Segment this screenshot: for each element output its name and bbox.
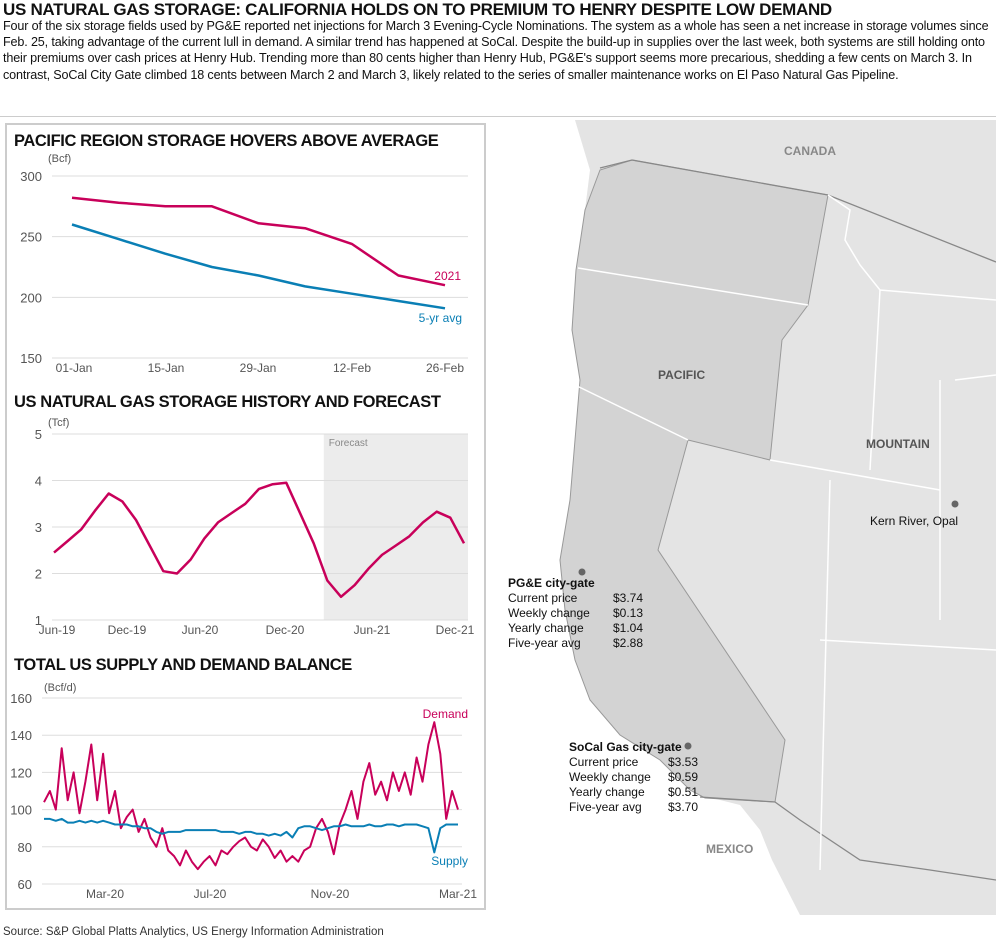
chart3-title: TOTAL US SUPPLY AND DEMAND BALANCE	[14, 656, 352, 674]
pge-price-box: PG&E city-gate Current price $3.74 Weekly…	[508, 576, 643, 651]
divider	[0, 116, 996, 117]
socal-dot	[684, 742, 692, 750]
label-mountain: MOUNTAIN	[866, 437, 930, 451]
label-kern-river: Kern River, Opal	[870, 514, 959, 528]
y-tick-label: 250	[20, 230, 42, 245]
socal-row: Current price $3.53	[569, 755, 698, 769]
y-tick-label: 1	[35, 613, 42, 628]
pge-row: Current price $3.74	[508, 591, 643, 605]
x-tick-label: 12-Feb	[333, 361, 371, 375]
x-tick-label: Mar-20	[86, 887, 124, 901]
y-axis-unit: (Bcf)	[48, 153, 71, 165]
series-line-5-yr-avg	[71, 223, 446, 310]
mexico-border	[699, 796, 996, 881]
page-title: US NATURAL GAS STORAGE: CALIFORNIA HOLDS…	[3, 0, 832, 19]
y-tick-label: 160	[10, 691, 32, 706]
source-note: Source: S&P Global Platts Analytics, US …	[3, 926, 384, 938]
socal-row: Five-year avg $3.70	[569, 800, 698, 814]
y-axis-unit: (Tcf)	[48, 417, 69, 429]
chart2-title: US NATURAL GAS STORAGE HISTORY AND FOREC…	[14, 393, 441, 411]
series-line-2021	[71, 196, 446, 287]
socal-row: Yearly change $0.51	[569, 785, 698, 799]
y-axis-unit: (Bcf/d)	[44, 682, 76, 694]
series-label-demand: Demand	[423, 707, 468, 721]
series-line-supply	[44, 817, 458, 854]
y-tick-label: 3	[35, 520, 42, 535]
x-tick-label: 26-Feb	[426, 361, 464, 375]
y-tick-label: 2	[35, 567, 42, 582]
series-label-5yr-avg: 5-yr avg	[419, 311, 462, 325]
y-tick-label: 150	[20, 351, 42, 366]
pge-dot	[578, 568, 586, 576]
label-mexico: MEXICO	[706, 842, 754, 856]
socal-title: SoCal Gas city-gate	[569, 740, 682, 754]
pge-row: Weekly change $0.13	[508, 606, 643, 620]
series-label-2021: 2021	[434, 269, 461, 283]
kern-river-dot	[951, 500, 959, 508]
x-tick-label: Jun-21	[354, 623, 391, 637]
series-label-supply: Supply	[431, 854, 468, 868]
y-tick-label: 120	[10, 765, 32, 780]
x-tick-label: Dec-21	[436, 623, 475, 637]
x-tick-label: Mar-21	[439, 887, 477, 901]
y-tick-label: 200	[20, 290, 42, 305]
series-line-demand	[43, 721, 459, 871]
pge-title: PG&E city-gate	[508, 576, 595, 590]
y-tick-label: 100	[10, 803, 32, 818]
y-tick-label: 4	[35, 474, 42, 489]
state-lines	[574, 194, 996, 871]
canada-border	[599, 159, 996, 263]
chart1-title: PACIFIC REGION STORAGE HOVERS ABOVE AVER…	[14, 132, 439, 150]
series-line-storage	[53, 481, 466, 599]
x-tick-label: Dec-19	[108, 623, 147, 637]
socal-row: Weekly change $0.59	[569, 770, 698, 784]
label-pacific: PACIFIC	[658, 368, 706, 382]
y-tick-label: 5	[35, 427, 42, 442]
pge-row: Yearly change $1.04	[508, 621, 643, 635]
forecast-label: Forecast	[329, 438, 368, 449]
x-tick-label: Jul-20	[194, 887, 227, 901]
region-map	[490, 120, 996, 915]
x-tick-label: 15-Jan	[148, 361, 185, 375]
x-tick-label: Dec-20	[266, 623, 305, 637]
y-tick-label: 60	[18, 877, 32, 892]
y-tick-label: 140	[10, 728, 32, 743]
intro-paragraph: Four of the six storage fields used by P…	[3, 19, 989, 82]
x-tick-label: 01-Jan	[56, 361, 93, 375]
y-tick-label: 300	[20, 169, 42, 184]
x-tick-label: Jun-20	[182, 623, 219, 637]
x-tick-label: 29-Jan	[240, 361, 277, 375]
y-tick-label: 80	[18, 840, 32, 855]
pge-row: Five-year avg $2.88	[508, 636, 643, 650]
label-canada: CANADA	[784, 144, 836, 158]
socal-price-box: SoCal Gas city-gate Current price $3.53 W…	[569, 740, 698, 815]
x-tick-label: Nov-20	[311, 887, 350, 901]
x-tick-label: Jun-19	[39, 623, 76, 637]
